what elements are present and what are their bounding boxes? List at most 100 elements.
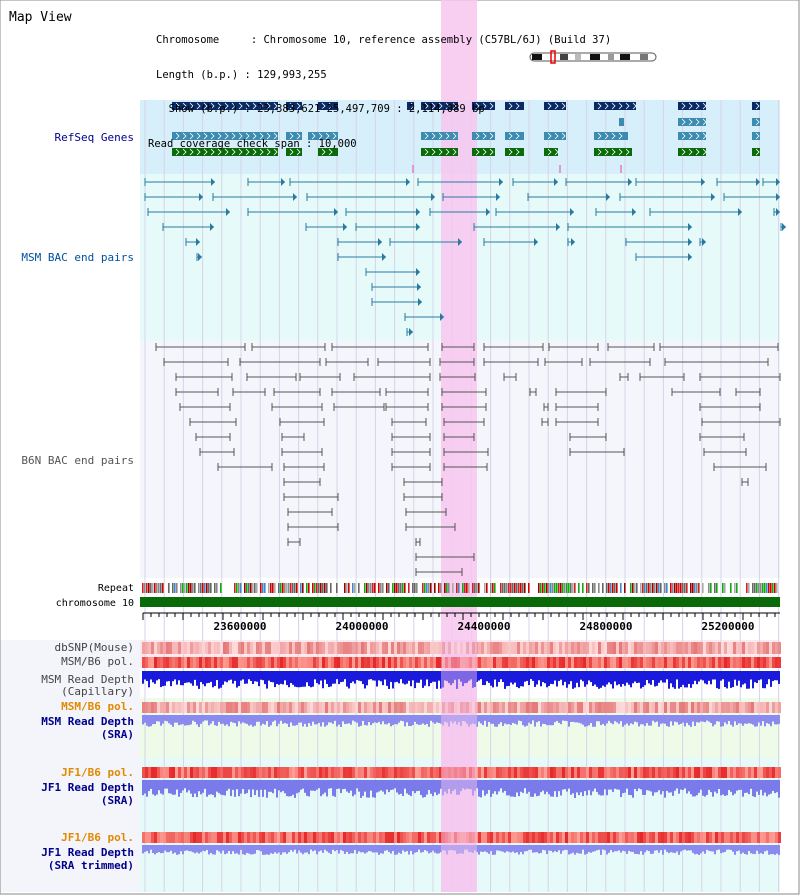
jf1-depth-sra-bar	[310, 780, 312, 791]
msm-b6-pol-sra-cell	[457, 702, 460, 713]
jf1-depth-sra-bar	[336, 780, 338, 789]
jf1-depth-sra-bar	[380, 780, 382, 791]
repeat-element	[388, 583, 390, 593]
dbsnp-cell	[418, 642, 421, 654]
msm-depth-sra-bar	[586, 715, 588, 727]
msm-b6-pol-cell	[277, 657, 280, 668]
msm-depth-sra-bar	[174, 715, 176, 723]
gene-strand-arrow	[452, 148, 457, 156]
msm-depth-capillary-bar	[684, 671, 686, 688]
msm-depth-capillary-bar	[610, 671, 612, 685]
msm-b6-pol-sra-cell	[442, 702, 445, 713]
msm-depth-sra-bar	[680, 715, 682, 724]
msm-depth-sra-bar	[366, 715, 368, 726]
msm-depth-capillary-bar	[256, 671, 258, 682]
dbsnp-cell	[259, 642, 262, 654]
jf1-depth-sra-bar	[740, 780, 742, 790]
dbsnp-cell	[610, 642, 613, 654]
msm-depth-capillary-bar	[352, 671, 354, 682]
jf1-depth-trim-bar	[576, 845, 578, 853]
jf1-b6-pol-trim-cell	[196, 832, 199, 843]
msm-depth-capillary-bar	[270, 671, 272, 683]
jf1-depth-sra-bar	[564, 780, 566, 790]
repeat-element	[558, 583, 560, 593]
msm-depth-sra-bar	[288, 715, 290, 727]
jf1-b6-pol-cell	[427, 767, 430, 778]
msm-b6-pol-cell	[718, 657, 721, 668]
msm-depth-sra-bar	[326, 715, 328, 726]
jf1-depth-trim-bar	[600, 845, 602, 855]
jf1-b6-pol-cell	[406, 767, 409, 778]
jf1-b6-pol-trim-cell	[604, 832, 607, 843]
jf1-b6-pol-cell	[511, 767, 514, 778]
msm-depth-sra-bar	[198, 715, 200, 727]
msm-b6-pol-sra-cell	[766, 702, 769, 713]
dbsnp-cell	[166, 642, 169, 654]
msm-depth-sra-bar	[564, 715, 566, 721]
jf1-depth-trim-bar	[440, 845, 442, 853]
gene-strand-arrow	[755, 102, 760, 110]
jf1-depth-sra-bar	[458, 780, 460, 795]
repeat-element	[768, 583, 770, 593]
msm-depth-capillary-bar	[762, 671, 764, 689]
jf1-depth-sra-bar	[236, 780, 238, 790]
msm-b6-pol-sra-cell	[550, 702, 553, 713]
jf1-depth-sra-bar	[244, 780, 246, 794]
msm-depth-capillary-bar	[426, 671, 428, 680]
msm-b6-pol-sra-cell	[331, 702, 334, 713]
msm-depth-capillary-bar	[656, 671, 658, 686]
dbsnp-cell	[715, 642, 718, 654]
msm-b6-pol-cell	[145, 657, 148, 668]
msm-depth-sra-bar	[312, 715, 314, 722]
msm-depth-sra-bar	[178, 715, 180, 726]
msm-depth-sra-bar	[290, 715, 292, 723]
jf1-depth-trim-bar	[160, 845, 162, 854]
jf1-depth-trim-bar	[342, 845, 344, 852]
msm-depth-capillary-bar	[142, 671, 144, 684]
msm-depth-capillary-bar	[592, 671, 594, 687]
repeat-element	[608, 583, 610, 593]
jf1-depth-trim-bar	[498, 845, 500, 851]
msm-depth-sra-bar	[304, 715, 306, 724]
jf1-depth-sra-bar	[392, 780, 394, 790]
msm-b6-pol-cell	[745, 657, 748, 668]
jf1-b6-pol-cell	[640, 767, 643, 778]
jf1-b6-pol-cell	[409, 767, 412, 778]
msm-depth-capillary-bar	[550, 671, 552, 684]
jf1-b6-pol-cell	[508, 767, 511, 778]
msm-b6-pol-sra-cell	[502, 702, 505, 713]
jf1-depth-sra-bar	[486, 780, 488, 794]
jf1-depth-trim-bar	[670, 845, 672, 853]
msm-depth-capillary-bar	[690, 671, 692, 688]
repeat-element	[324, 583, 326, 593]
msm-depth-sra-bar	[414, 715, 416, 722]
jf1-b6-pol-trim-cell	[625, 832, 628, 843]
msm-b6-pol-sra-cell	[715, 702, 718, 713]
msm-b6-pol-sra-cell	[745, 702, 748, 713]
gene-strand-arrow	[318, 132, 323, 140]
jf1-b6-pol-trim-cell	[661, 832, 664, 843]
dbsnp-cell	[526, 642, 529, 654]
jf1-depth-trim-bar	[280, 845, 282, 855]
jf1-depth-sra-bar	[420, 780, 422, 795]
jf1-depth-sra-bar	[424, 780, 426, 798]
msm-b6-pol-cell	[595, 657, 598, 668]
msm-b6-pol-cell	[175, 657, 178, 668]
dbsnp-cell	[409, 642, 412, 654]
dbsnp-cell	[592, 642, 595, 654]
jf1-depth-sra-bar	[288, 780, 290, 797]
msm-depth-capillary-bar	[326, 671, 328, 684]
msm-b6-pol-sra-cell	[697, 702, 700, 713]
msm-b6-pol-cell	[475, 657, 478, 668]
jf1-b6-pol-cell	[286, 767, 289, 778]
msm-depth-capillary-bar	[312, 671, 314, 687]
jf1-b6-pol-cell	[361, 767, 364, 778]
jf1-depth-sra-bar	[202, 780, 204, 793]
dbsnp-cell	[607, 642, 610, 654]
dbsnp-cell	[637, 642, 640, 654]
repeat-element	[152, 583, 154, 593]
jf1-depth-trim-bar	[688, 845, 690, 851]
repeat-element	[492, 583, 494, 593]
jf1-b6-pol-cell	[301, 767, 304, 778]
jf1-depth-trim-bar	[756, 845, 758, 851]
